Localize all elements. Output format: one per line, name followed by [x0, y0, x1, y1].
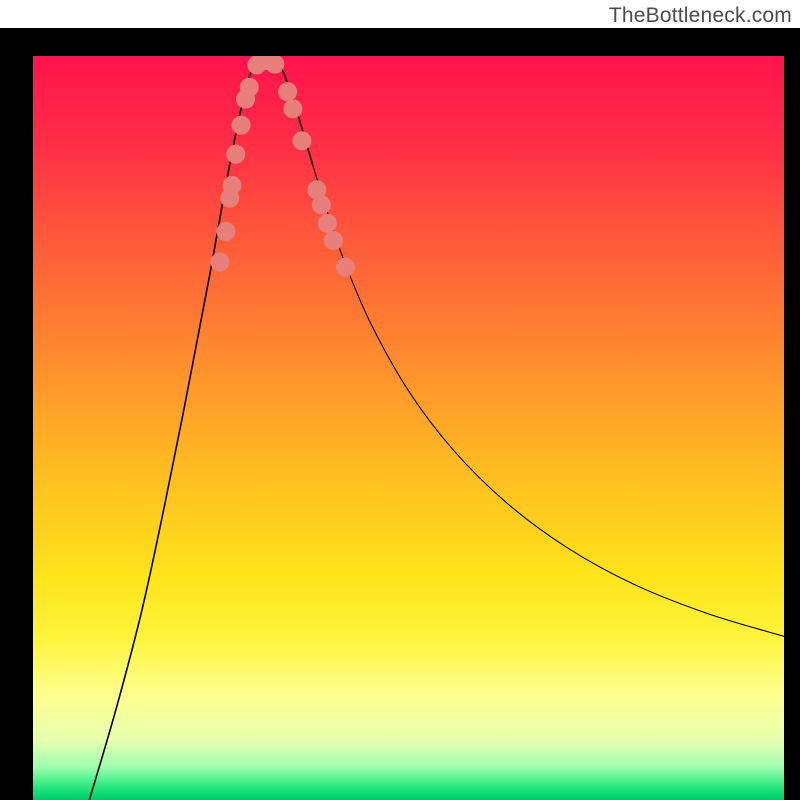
chart-canvas: TheBottleneck.com: [0, 0, 800, 800]
curve-marker: [211, 253, 230, 272]
curve-marker: [324, 231, 343, 250]
plot-area: [33, 56, 784, 800]
curve-marker: [283, 99, 302, 118]
curve-marker: [312, 195, 331, 214]
watermark-text: TheBottleneck.com: [609, 4, 792, 28]
curve-marker: [318, 214, 337, 233]
curve-marker: [232, 116, 251, 135]
plot-svg: [33, 56, 784, 800]
curve-marker: [217, 222, 236, 241]
curve-marker: [278, 82, 297, 101]
curve-marker: [240, 78, 259, 97]
gradient-background: [33, 56, 784, 800]
curve-marker: [336, 258, 355, 277]
curve-marker: [223, 176, 242, 195]
curve-marker: [226, 145, 245, 164]
curve-marker: [292, 131, 311, 150]
